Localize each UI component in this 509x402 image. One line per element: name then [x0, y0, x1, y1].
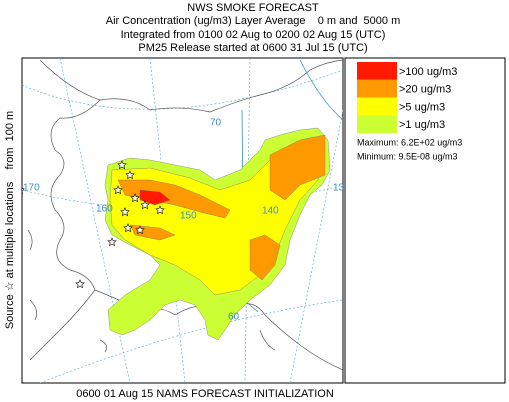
plume-area: [269, 134, 326, 201]
map-labels: 70 170 160 150 140 130 60: [23, 118, 350, 323]
title: NWS SMOKE FORECAST: [187, 2, 319, 14]
map-label: 150: [180, 211, 197, 222]
legend-maximum: Maximum: 6.2E+02 ug/m3: [357, 137, 462, 147]
legend-minimum: Minimum: 9.5E-08 ug/m3: [357, 151, 458, 161]
map: 70 170 160 150 140 130 60: [21, 57, 350, 384]
subtitle: Air Concentration (ug/m3) Layer Average …: [106, 15, 401, 27]
map-label: 130: [333, 183, 350, 194]
map-label: 70: [210, 118, 222, 129]
legend-swatch: [357, 62, 397, 80]
subtitle: Integrated from 0100 02 Aug to 0200 02 A…: [121, 29, 386, 41]
coastline: [29, 99, 101, 361]
legend-swatch: [357, 79, 397, 98]
map-label: 60: [228, 312, 240, 323]
legend: >100 ug/m3 >20 ug/m3 >5 ug/m3 >1 ug/m3 Maxim…: [344, 57, 506, 384]
graticule: [149, 58, 186, 383]
map-label: 140: [262, 206, 279, 217]
legend-swatch: [357, 97, 397, 116]
legend-label: >1 ug/m3: [399, 119, 445, 131]
legend-label: >20 ug/m3: [399, 84, 451, 96]
plume-area: [139, 189, 171, 206]
footer: 0600 01 Aug 15 NAMS FORECAST INITIALIZAT…: [76, 388, 334, 400]
legend-label: >100 ug/m3: [399, 66, 457, 78]
graticule: [39, 299, 343, 383]
map-layers: 70 170 160 150 140 130 60: [22, 58, 350, 383]
plume-area: [249, 234, 281, 281]
coastline: [27, 229, 276, 353]
side-label: Source ☆ at multiple locations from 100 …: [4, 111, 16, 329]
legend-label: >5 ug/m3: [399, 101, 445, 113]
subtitle: PM25 Release started at 0600 31 Jul 15 (…: [138, 42, 367, 54]
border: [299, 59, 343, 121]
graticule: [22, 69, 343, 110]
map-label: 170: [23, 183, 40, 194]
legend-swatch: [357, 115, 397, 134]
map-label: 160: [96, 204, 113, 215]
